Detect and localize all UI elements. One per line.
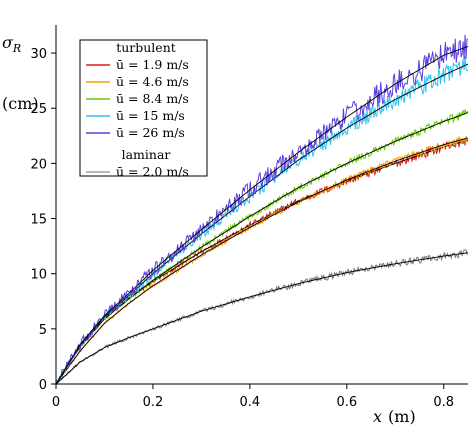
plot-area xyxy=(55,34,469,385)
legend-entry-label: ū = 15 m/s xyxy=(116,108,185,123)
y-axis-unit: (cm) xyxy=(2,94,39,113)
series-line xyxy=(55,135,469,385)
x-axis-unit: (m) xyxy=(388,407,416,426)
legend-entry-label: ū = 1.9 m/s xyxy=(116,57,189,72)
y-tick-label: 0 xyxy=(39,378,47,393)
y-tick-label: 5 xyxy=(39,323,47,338)
x-axis-label: x (m) xyxy=(373,407,416,426)
legend-box xyxy=(79,39,208,177)
y-tick-label: 20 xyxy=(30,157,47,172)
fit-line xyxy=(55,46,469,385)
legend: turbulent ū = 1.9 m/s ū = 4.6 m/s ū = 8.4 m… xyxy=(79,39,208,179)
y-tick-label: 15 xyxy=(30,213,47,228)
legend-entry-label: ū = 4.6 m/s xyxy=(116,74,189,89)
legend-group-title: turbulent xyxy=(116,40,176,55)
y-tick-label: 10 xyxy=(30,268,47,283)
x-tick-label: 0 xyxy=(52,395,60,410)
legend-group-title: laminar xyxy=(122,147,171,162)
fit-line xyxy=(55,137,469,385)
x-tick-label: 0.8 xyxy=(433,395,454,410)
y-tick-label: 30 xyxy=(30,47,47,62)
y-axis-label: σR xyxy=(2,33,21,55)
legend-entry-label: ū = 8.4 m/s xyxy=(116,91,189,106)
fit-line xyxy=(55,252,469,385)
y-axis-subscript: R xyxy=(12,42,21,55)
tick-labels: 0 0.2 0.4 0.6 0.8 0 5 10 15 20 25 30 xyxy=(30,47,454,410)
axes xyxy=(55,25,468,385)
legend-entry-label: ū = 2.0 m/s xyxy=(116,164,189,179)
series-line xyxy=(55,34,469,385)
legend-entry-label: ū = 26 m/s xyxy=(116,125,185,140)
x-axis-symbol: x xyxy=(373,407,382,426)
x-tick-label: 0.2 xyxy=(143,395,164,410)
fit-line xyxy=(55,112,469,385)
series-line xyxy=(55,249,469,385)
y-tick-label: 25 xyxy=(30,102,47,117)
x-tick-label: 0.4 xyxy=(240,395,261,410)
y-axis-symbol: σ xyxy=(2,33,14,52)
x-tick-label: 0.6 xyxy=(336,395,357,410)
